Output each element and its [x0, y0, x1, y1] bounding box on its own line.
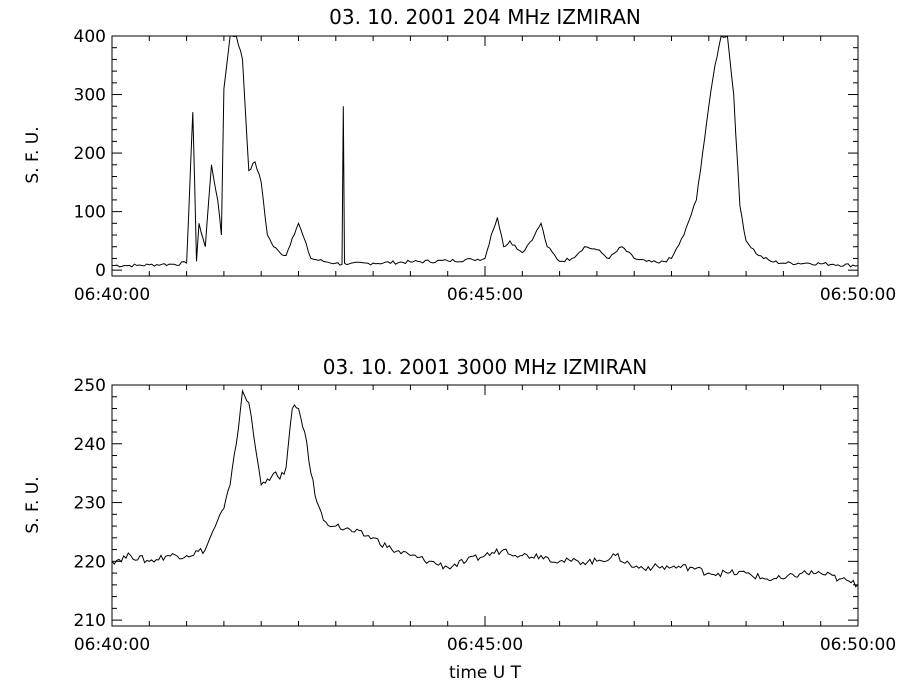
series-line-3000mhz — [111, 388, 859, 588]
y-tick-label: 200 — [74, 144, 106, 164]
y-tick-label: 220 — [74, 552, 106, 572]
x-tick-labels-204mhz: 06:40:00 06:45:00 06:50:00 — [74, 285, 896, 305]
plot-frame-3000mhz — [111, 384, 859, 627]
tick-marks-3000mhz — [111, 384, 859, 626]
x-tick-label: 06:50:00 — [820, 635, 896, 655]
x-tick-label: 06:45:00 — [447, 285, 523, 305]
x-tick-label: 06:45:00 — [447, 635, 523, 655]
y-tick-labels-204mhz: 0 100 200 300 400 — [74, 27, 106, 281]
y-tick-labels-3000mhz: 210 220 230 240 250 — [74, 376, 106, 631]
chart-panel-204mhz: 03. 10. 2001 204 MHz IZMIRAN S. F. U. 0 1… — [23, 5, 896, 305]
y-tick-label: 0 — [95, 261, 106, 281]
chart-panel-3000mhz: 03. 10. 2001 3000 MHz IZMIRAN S. F. U. 2… — [23, 355, 896, 683]
y-tick-label: 300 — [74, 86, 106, 106]
x-tick-label: 06:50:00 — [820, 285, 896, 305]
y-tick-label: 240 — [74, 435, 106, 455]
chart-title-204mhz: 03. 10. 2001 204 MHz IZMIRAN — [329, 5, 641, 29]
x-tick-label: 06:40:00 — [74, 635, 150, 655]
tick-marks-204mhz — [111, 35, 859, 276]
y-axis-label-3000mhz: S. F. U. — [23, 476, 43, 533]
x-tick-label: 06:40:00 — [74, 285, 150, 305]
y-tick-label: 400 — [74, 27, 106, 47]
x-axis-label-3000mhz: time U T — [449, 663, 522, 683]
y-tick-label: 210 — [74, 611, 106, 631]
y-tick-label: 100 — [74, 203, 106, 223]
y-axis-label-204mhz: S. F. U. — [23, 126, 43, 183]
x-tick-labels-3000mhz: 06:40:00 06:45:00 06:50:00 — [74, 635, 896, 655]
y-tick-label: 250 — [74, 376, 106, 396]
y-tick-label: 230 — [74, 494, 106, 514]
chart-title-3000mhz: 03. 10. 2001 3000 MHz IZMIRAN — [323, 355, 647, 379]
series-line-204mhz — [112, 35, 859, 268]
